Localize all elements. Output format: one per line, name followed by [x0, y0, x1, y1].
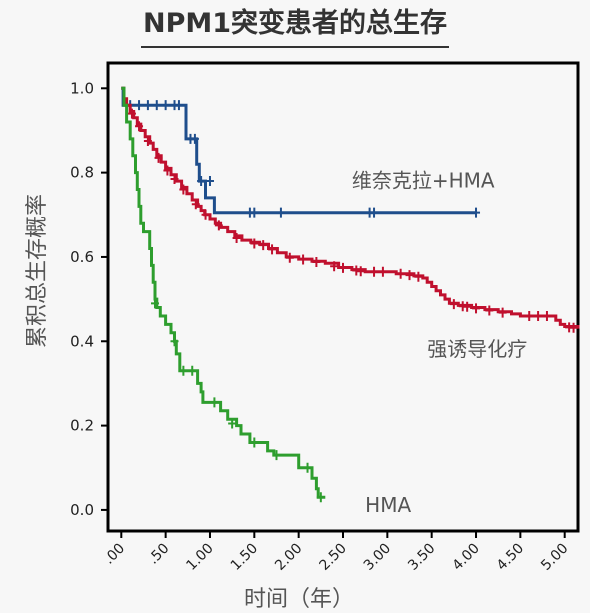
censor-mark: [135, 121, 144, 132]
x-tick-label: 3.00: [361, 541, 394, 574]
censor-mark: [143, 136, 152, 146]
censor-mark: [498, 307, 507, 318]
censor-mark: [316, 492, 325, 503]
censor-mark: [250, 238, 259, 249]
series-2: [121, 86, 326, 503]
censor-mark: [339, 262, 347, 273]
censor-mark: [303, 462, 312, 473]
censor-mark: [188, 365, 197, 376]
censor-mark: [201, 209, 210, 220]
censor-mark: [163, 165, 172, 176]
censor-mark: [232, 232, 241, 243]
censor-mark: [370, 207, 379, 218]
censor-mark: [472, 303, 481, 314]
x-tick-label: 4.50: [494, 541, 527, 574]
censor-mark: [170, 173, 179, 184]
censor-mark: [197, 176, 206, 187]
censor-mark: [161, 100, 170, 111]
censor-mark: [330, 261, 339, 272]
censor-mark: [312, 257, 321, 268]
x-tick-label: 2.50: [316, 541, 349, 574]
censor-mark: [259, 240, 268, 251]
censor-mark: [449, 299, 458, 310]
censor-mark: [214, 220, 223, 231]
censor-mark: [299, 254, 308, 265]
series-label: HMA: [365, 493, 411, 517]
x-tick-label: .00: [101, 541, 128, 568]
censor-mark: [370, 266, 379, 277]
censor-mark: [396, 268, 405, 279]
censor-mark: [250, 437, 259, 448]
x-axis-ticks: .00 .50 1.00 1.50 2.00 2.50 3.00 3.50 4.00 4.50 5.…: [101, 531, 572, 574]
x-tick-label: 4.00: [449, 541, 482, 574]
y-axis-title: 累积总生存概率: [25, 194, 50, 348]
censor-mark: [154, 152, 163, 163]
censor-mark: [152, 100, 161, 111]
censor-mark: [190, 133, 199, 144]
series-labels: 维奈克拉+HMA 强诱导化疗 HMA: [352, 168, 527, 517]
censor-mark: [463, 301, 472, 312]
censor-mark: [405, 270, 414, 281]
censor-mark: [569, 322, 578, 333]
censor-mark: [170, 336, 179, 347]
censor-mark: [525, 310, 534, 321]
censor-mark: [179, 365, 188, 376]
censor-mark: [250, 207, 259, 218]
series-1: [121, 86, 580, 333]
censor-mark: [179, 184, 188, 195]
y-tick-label: 1.0: [70, 79, 94, 97]
x-tick-label: 3.50: [405, 541, 438, 574]
y-axis-ticks: 0.0 0.2 0.4 0.6 0.8 1.0: [70, 79, 108, 519]
censor-mark: [414, 271, 423, 282]
x-tick-label: 2.00: [272, 541, 305, 574]
x-tick-label: 1.50: [228, 541, 261, 574]
censor-mark: [143, 100, 152, 111]
censor-mark: [276, 207, 285, 218]
censor-mark: [228, 418, 237, 429]
series-layer: [121, 86, 580, 503]
series-0: [121, 86, 481, 218]
x-tick-label: 5.00: [538, 541, 571, 574]
y-tick-label: 0.2: [70, 417, 94, 435]
plot-frame: [106, 61, 580, 533]
y-tick-label: 0.4: [70, 332, 94, 350]
x-tick-label: .50: [145, 541, 172, 568]
series-label: 维奈克拉+HMA: [352, 168, 495, 192]
chart-title: NPM1突变患者的总生存: [0, 4, 590, 48]
censor-mark: [542, 310, 551, 321]
censor-mark: [356, 266, 365, 277]
censor-mark: [472, 207, 481, 218]
y-tick-label: 0.6: [70, 248, 94, 266]
censor-mark: [285, 252, 294, 263]
x-axis-title: 时间（年）: [244, 587, 354, 612]
censor-mark: [485, 305, 494, 316]
censor-mark: [174, 100, 183, 111]
censor-mark: [135, 100, 144, 111]
series-label: 强诱导化疗: [427, 337, 527, 361]
censor-mark: [210, 397, 219, 408]
censor-mark: [151, 298, 159, 309]
censor-mark: [191, 199, 200, 210]
y-tick-label: 0.0: [70, 501, 94, 519]
survival-curve: [121, 86, 580, 329]
censor-mark: [378, 266, 387, 277]
x-tick-label: 1.00: [183, 541, 216, 574]
censor-mark: [534, 310, 543, 321]
chart-title-text: NPM1突变患者的总生存: [140, 4, 450, 48]
censor-mark: [268, 244, 277, 255]
censor-mark: [205, 176, 214, 187]
censor-mark: [127, 108, 136, 119]
censor-mark: [272, 450, 281, 461]
y-tick-label: 0.8: [70, 164, 94, 182]
